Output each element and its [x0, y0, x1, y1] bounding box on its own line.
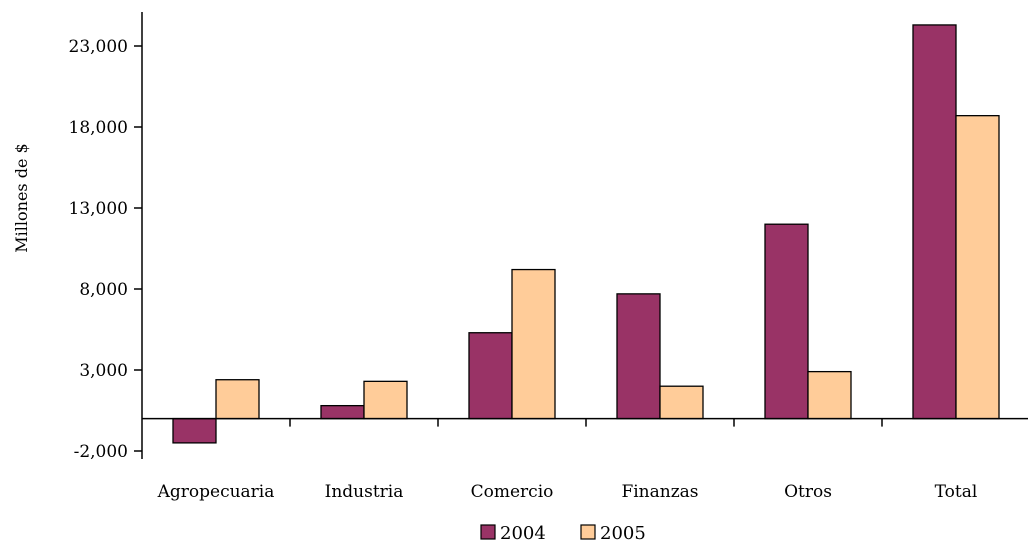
legend: 2004 2005	[480, 523, 646, 544]
bar-2005-finanzas	[659, 385, 704, 420]
x-tick-label: Comercio	[471, 482, 554, 502]
bar-2005-industria	[363, 380, 408, 420]
y-tick-label: 23,000	[69, 37, 128, 57]
y-tick-label: 3,000	[79, 361, 128, 381]
bar-2004-agropecuaria	[172, 417, 217, 444]
bars	[172, 24, 1000, 444]
bar-2004-comercio	[468, 332, 513, 420]
x-tick-label: Otros	[784, 482, 832, 502]
x-tick-label: Agropecuaria	[157, 482, 275, 502]
y-tick-label: 13,000	[69, 199, 128, 219]
legend-label-2005: 2005	[600, 523, 646, 544]
x-tick-label: Industria	[325, 482, 404, 502]
legend-swatch-2004	[480, 524, 496, 540]
y-axis: -2,000 3,000 8,000 13,000 18,000 23,000	[69, 12, 143, 462]
bar-2005-comercio	[511, 268, 556, 420]
y-tick-label: 8,000	[79, 280, 128, 300]
x-axis: Agropecuaria Industria Comercio Finanzas Otr…	[142, 417, 1028, 502]
y-axis-title: Millones de $	[12, 143, 31, 252]
legend-label-2004: 2004	[500, 523, 546, 544]
bar-2004-otros	[764, 223, 809, 420]
bar-2004-finanzas	[616, 293, 661, 420]
bar-2005-total	[955, 115, 1000, 420]
bar-2005-otros	[807, 370, 852, 420]
bar-2004-total	[912, 24, 957, 420]
bar-2004-industria	[320, 404, 365, 420]
y-tick-label: -2,000	[74, 442, 128, 462]
bar-2005-agropecuaria	[215, 379, 260, 420]
legend-swatch-2005	[580, 524, 596, 540]
y-tick-label: 18,000	[69, 118, 128, 138]
x-tick-label: Total	[935, 482, 978, 502]
x-tick-label: Finanzas	[621, 482, 698, 502]
